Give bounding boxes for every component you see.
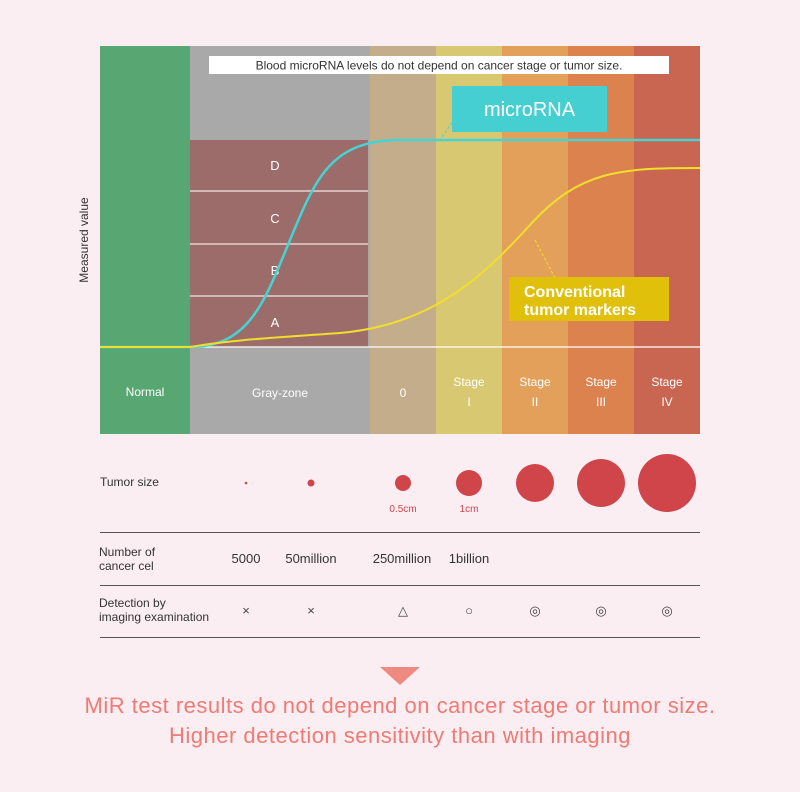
tumor-dot-normal: [244, 481, 248, 485]
grade-box: D C B A: [190, 140, 368, 347]
column-sub-stage1: I: [467, 395, 470, 409]
tumor-dot-stage2: [516, 464, 554, 502]
grade-a-label: A: [271, 315, 280, 330]
tumor-marker-curve: [100, 167, 701, 348]
divider-1: [100, 532, 700, 533]
marker-label-box: [509, 277, 669, 321]
grade-b-label: B: [271, 263, 280, 278]
banner-box: [209, 56, 669, 74]
marker-label-line1: Conventional: [524, 284, 625, 301]
column-label-stage1: Stage: [453, 375, 485, 389]
detection-symbol-normal: ×: [242, 603, 250, 618]
cancer-cells-label-line2: cancer cel: [99, 559, 154, 573]
tumor-dot-stage1: [456, 470, 482, 496]
column-sub-stage4: IV: [661, 395, 672, 409]
imaging-label-line2: imaging examination: [99, 610, 210, 624]
column-label-stage4: Stage: [651, 375, 683, 389]
cancer-cells-label: Number of cancer cel: [99, 545, 155, 573]
column-stage0: [370, 46, 436, 434]
cell-count-normal: 5000: [231, 551, 261, 566]
divider-3: [100, 637, 700, 638]
column-sub-stage3: III: [596, 395, 606, 409]
detection-symbol-stage3: ◎: [595, 603, 607, 618]
tumor-dot-stage4: [638, 454, 696, 512]
detection-symbol-stage1: ○: [465, 603, 473, 618]
footer-line-2: Higher detection sensitivity than with i…: [168, 723, 631, 748]
down-arrow-icon: [380, 667, 420, 685]
column-normal: [100, 46, 190, 434]
column-stage4: [634, 46, 700, 434]
tumor-dot-stage3: [577, 459, 625, 507]
divider-2: [100, 585, 700, 586]
detection-symbol-stage4: ◎: [661, 603, 673, 618]
detection-symbol-grayzone: ×: [307, 603, 315, 618]
column-label-stage3: Stage: [585, 375, 617, 389]
tumor-dot-stage0: [395, 475, 411, 491]
microrna-label-box: [452, 86, 607, 132]
imaging-label-line1: Detection by: [99, 596, 166, 610]
column-label-stage0: 0: [400, 386, 407, 400]
microrna-curve: [100, 138, 700, 349]
column-label-normal: Normal: [126, 385, 165, 399]
tumor-size-label: Tumor size: [100, 475, 159, 489]
tumor-caption-1cm: 1cm: [460, 504, 479, 515]
tumor-size-dots: [244, 454, 696, 512]
tumor-caption-0-5cm: 0.5cm: [389, 504, 416, 515]
column-label-stage2: Stage: [519, 375, 551, 389]
grade-c-label: C: [270, 211, 279, 226]
cell-count-grayzone: 50million: [285, 551, 337, 566]
microrna-leader: [439, 117, 456, 141]
detection-symbol-stage2: ◎: [529, 603, 541, 618]
marker-label-line2: tumor markers: [524, 302, 636, 319]
cell-count-stage0: 250million: [372, 551, 432, 566]
detection-symbol-stage0: △: [398, 603, 408, 618]
cancer-cells-label-line1: Number of: [99, 545, 156, 559]
column-label-grayzone: Gray-zone: [252, 386, 308, 400]
imaging-label: Detection by imaging examination: [99, 596, 209, 624]
tumor-dot-grayzone: [307, 479, 315, 487]
grade-d-label: D: [270, 158, 279, 173]
microrna-label: microRNA: [484, 99, 576, 121]
marker-leader: [534, 239, 556, 279]
column-sub-stage2: II: [532, 395, 539, 409]
footer-line-1: MiR test results do not depend on cancer…: [84, 693, 716, 718]
cell-count-stage1: 1billion: [448, 551, 490, 566]
banner-text: Blood microRNA levels do not depend on c…: [256, 59, 623, 73]
y-axis-label: Measured value: [77, 197, 91, 283]
